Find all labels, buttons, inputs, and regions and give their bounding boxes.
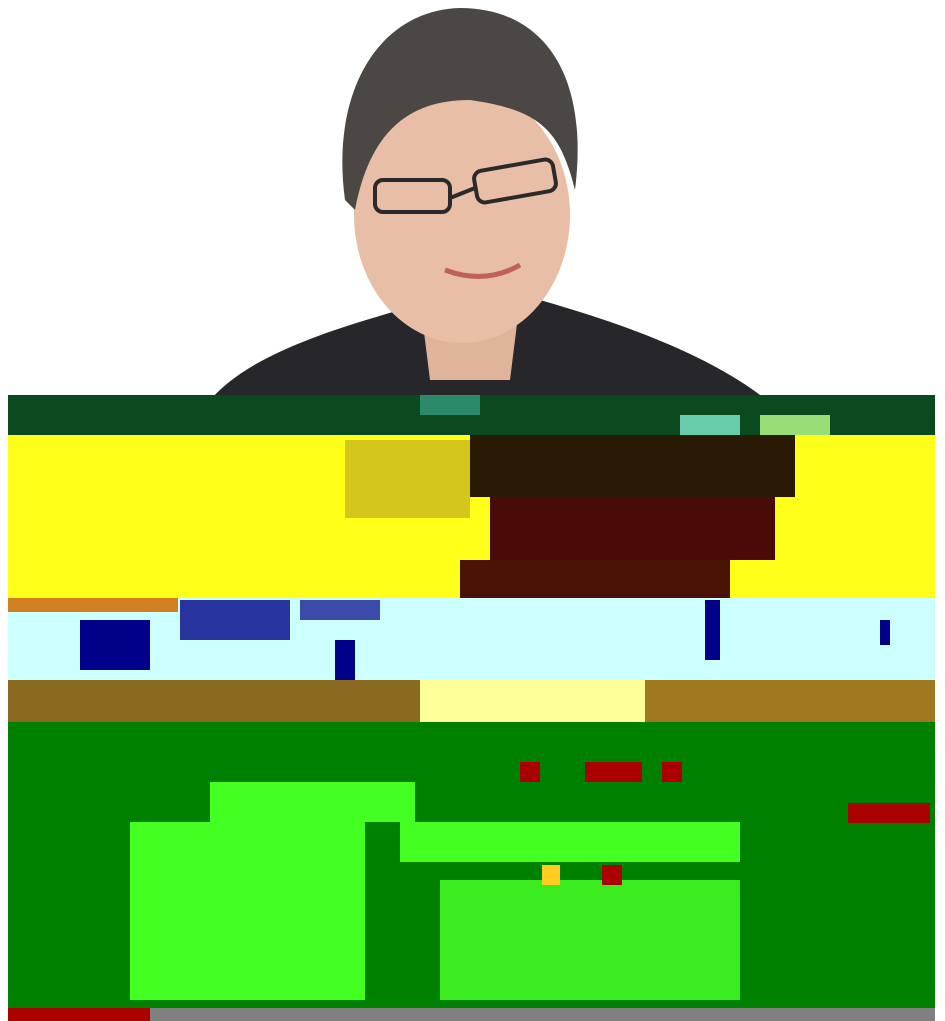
face (354, 87, 570, 343)
glitch-block (880, 620, 890, 645)
mouth (444, 262, 522, 279)
glitch-band (8, 1008, 150, 1021)
glitch-band (420, 680, 645, 722)
glitch-block (848, 803, 930, 823)
glitch-block (662, 762, 682, 782)
glitch-block (300, 600, 380, 620)
glitch-block (470, 435, 795, 497)
glitch-block (80, 620, 150, 670)
glitch-block (585, 762, 642, 782)
glasses-right (472, 157, 558, 205)
glitch-block (705, 600, 720, 660)
hair (342, 8, 578, 210)
glitch-block (440, 880, 740, 1000)
glitch-band (150, 1008, 935, 1021)
glitch-band (8, 680, 420, 722)
glitch-block (8, 598, 178, 612)
glitch-block (420, 395, 480, 415)
glitch-block (180, 600, 290, 640)
glasses-bridge (449, 186, 476, 200)
glitch-block (520, 762, 540, 782)
glitch-block (490, 497, 775, 560)
glitch-block (130, 822, 365, 1000)
glitch-block (760, 415, 830, 435)
glitch-block (542, 865, 560, 885)
glitch-block (345, 440, 470, 518)
glitch-block (460, 560, 730, 598)
glitch-block (210, 782, 415, 822)
glitch-block (680, 415, 740, 435)
glitch-block (335, 640, 355, 680)
glitch-band (645, 680, 935, 722)
glitch-block (602, 865, 622, 885)
glitch-block (400, 822, 740, 862)
